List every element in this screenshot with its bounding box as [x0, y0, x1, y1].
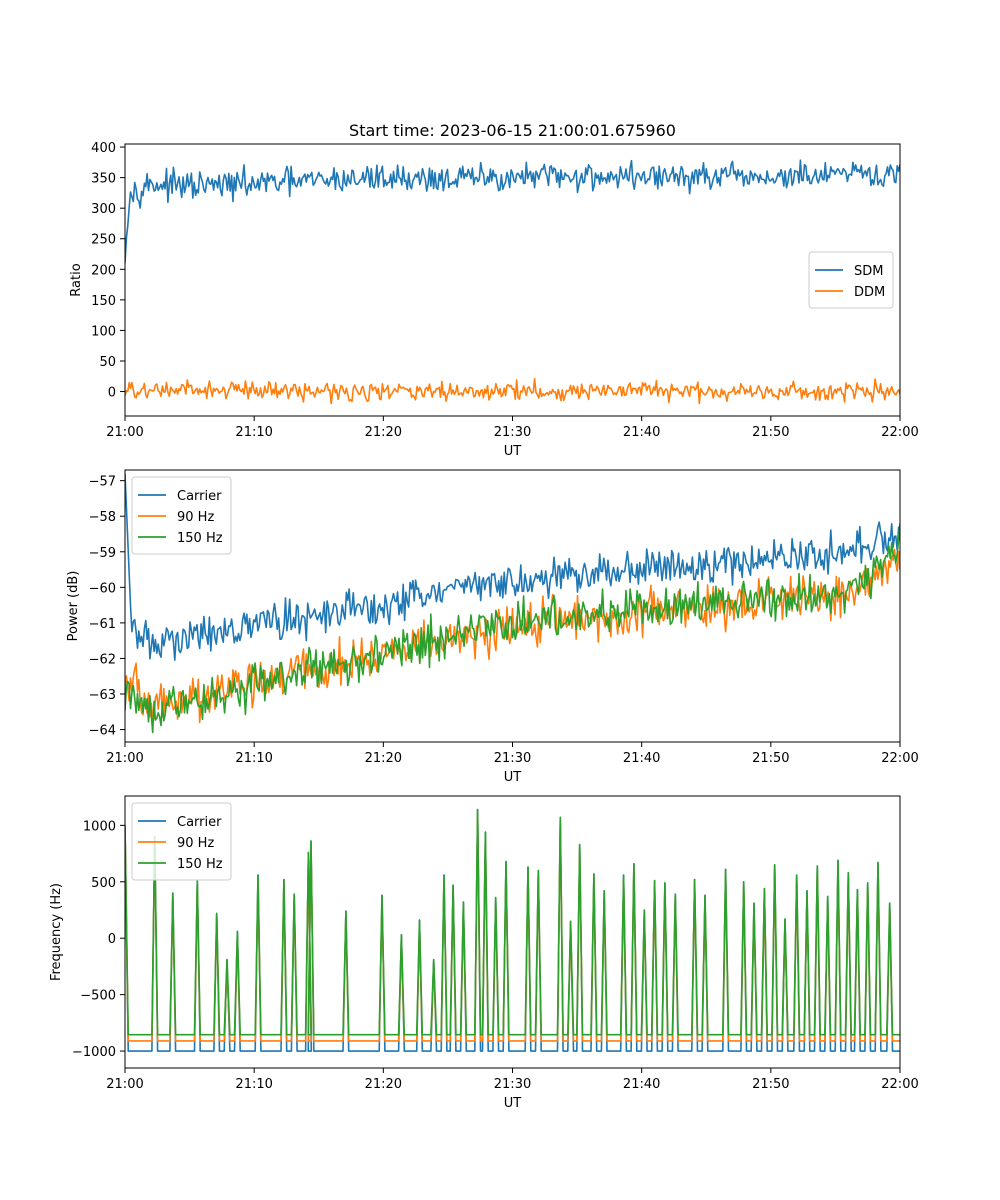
- legend-label: 150 Hz: [177, 531, 223, 546]
- y-tick-label: −62: [89, 652, 116, 667]
- y-tick-label: 150: [91, 294, 116, 309]
- legend: SDM DDM: [808, 251, 894, 309]
- series-line-150-hz: [125, 523, 900, 734]
- y-tick-label: 350: [91, 172, 116, 187]
- plot-area: [125, 473, 900, 734]
- frequency-panel: 21:00 21:10 21:20 21:30 21:40 21:50 22:00 −1000…: [49, 795, 919, 1111]
- x-tick-label: 21:40: [623, 425, 660, 440]
- y-axis-label: Frequency (Hz): [49, 883, 64, 981]
- y-tick-label: 50: [99, 355, 116, 370]
- x-tick-label: 21:00: [106, 425, 143, 440]
- y-tick-label: 400: [91, 141, 116, 156]
- power-panel: 21:00 21:10 21:20 21:30 21:40 21:50 22:00 −64 −6…: [66, 469, 919, 785]
- y-tick-label: −61: [89, 617, 116, 632]
- legend-label: Carrier: [177, 489, 222, 504]
- series-line-150-hz: [125, 808, 900, 1036]
- y-axis-label: Power (dB): [66, 571, 81, 642]
- legend-box: [131, 802, 232, 881]
- series-line-90-hz: [125, 548, 900, 724]
- x-axis-label: UT: [504, 770, 522, 785]
- legend-label: SDM: [854, 264, 883, 279]
- legend-label: 90 Hz: [177, 510, 214, 525]
- plot-area: [125, 808, 900, 1052]
- y-tick-label: −500: [80, 989, 116, 1004]
- series-line-90-hz: [125, 813, 900, 1042]
- x-tick-label: 21:30: [494, 1077, 531, 1092]
- y-tick-label: −57: [89, 475, 116, 490]
- figure-title: Start time: 2023-06-15 21:00:01.675960: [349, 121, 676, 140]
- x-tick-label: 22:00: [881, 1077, 918, 1092]
- x-tick-label: 22:00: [881, 425, 918, 440]
- y-tick-label: 0: [108, 932, 116, 947]
- x-tick-label: 21:50: [752, 751, 789, 766]
- x-tick-label: 21:00: [106, 751, 143, 766]
- y-tick-label: 1000: [83, 819, 116, 834]
- x-tick-label: 21:30: [494, 425, 531, 440]
- legend-box: [808, 251, 894, 309]
- legend: Carrier 90 Hz 150 Hz: [131, 802, 232, 881]
- x-axis-label: UT: [504, 1096, 522, 1111]
- series-line-carrier: [125, 808, 900, 1052]
- axes-frame: [124, 795, 901, 1069]
- x-tick-label: 21:50: [752, 425, 789, 440]
- legend-label: 150 Hz: [177, 857, 223, 872]
- y-tick-label: 500: [91, 876, 116, 891]
- x-tick-label: 22:00: [881, 751, 918, 766]
- series-line-sdm: [125, 159, 900, 264]
- x-tick-label: 21:00: [106, 1077, 143, 1092]
- legend: Carrier 90 Hz 150 Hz: [131, 476, 232, 555]
- x-tick-label: 21:50: [752, 1077, 789, 1092]
- x-tick-label: 21:10: [235, 751, 272, 766]
- ratio-panel: 21:00 21:10 21:20 21:30 21:40 21:50 22:00 0 50 10…: [69, 141, 919, 459]
- x-tick-label: 21:10: [235, 425, 272, 440]
- legend-label: DDM: [854, 285, 885, 300]
- x-tick-label: 21:30: [494, 751, 531, 766]
- y-tick-label: 100: [91, 324, 116, 339]
- y-tick-label: −60: [89, 581, 116, 596]
- y-tick-label: −1000: [72, 1045, 116, 1060]
- x-axis-label: UT: [504, 444, 522, 459]
- series-line-ddm: [125, 378, 900, 405]
- x-tick-label: 21:10: [235, 1077, 272, 1092]
- y-tick-label: −63: [89, 688, 116, 703]
- y-tick-label: 300: [91, 202, 116, 217]
- y-axis-label: Ratio: [69, 263, 84, 296]
- x-tick-label: 21:20: [365, 1077, 402, 1092]
- y-tick-label: −64: [89, 724, 116, 739]
- y-tick-label: 200: [91, 263, 116, 278]
- y-tick-label: −58: [89, 510, 116, 525]
- x-tick-label: 21:40: [623, 1077, 660, 1092]
- series-line-carrier: [125, 473, 900, 661]
- y-tick-label: −59: [89, 546, 116, 561]
- y-tick-label: 0: [108, 386, 116, 401]
- x-tick-label: 21:20: [365, 751, 402, 766]
- plot-area: [125, 159, 900, 405]
- x-tick-label: 21:20: [365, 425, 402, 440]
- legend-box: [131, 476, 232, 555]
- y-tick-label: 250: [91, 233, 116, 248]
- legend-label: Carrier: [177, 815, 222, 830]
- legend-label: 90 Hz: [177, 836, 214, 851]
- x-tick-label: 21:40: [623, 751, 660, 766]
